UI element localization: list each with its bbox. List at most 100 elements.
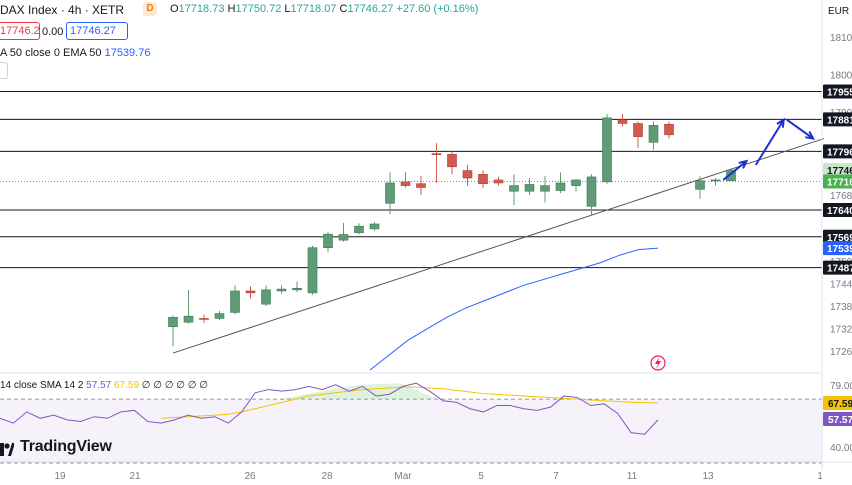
rsi-tick-label: 79.00 — [830, 381, 852, 392]
rsi-level-label: 67.59 — [828, 399, 852, 410]
open-value: 17718.73 — [178, 3, 225, 15]
candle-up — [369, 223, 380, 230]
change-value: +27.60 (+0.16%) — [396, 3, 479, 15]
candle-up — [338, 234, 349, 241]
rsi-value: 57.57 — [86, 380, 112, 391]
projection-arrow-head — [738, 159, 749, 169]
candle-down — [416, 183, 426, 188]
candle-down — [447, 154, 457, 168]
open-label: O — [170, 3, 179, 15]
candle-up — [571, 179, 581, 186]
candle-up — [648, 125, 659, 143]
tradingview-logo-text: TradingView — [20, 438, 112, 455]
price-tick-label: 18100 — [830, 33, 852, 44]
price-level-tag — [823, 163, 852, 178]
price-level-tag — [823, 229, 852, 244]
rsi-level-tag — [823, 395, 852, 410]
price-level-label: 17716 — [827, 177, 852, 188]
candle-up — [385, 182, 395, 204]
rsi-level-tag — [823, 411, 852, 426]
candle-up — [509, 185, 519, 192]
symbol-title[interactable]: DAX Index · 4h · XETR — [0, 3, 125, 17]
price-level-label: 17569 — [827, 233, 852, 244]
candle-up — [524, 184, 535, 192]
price-tick-label: 17385 — [830, 302, 852, 313]
ohlc-legend: O17718.73 H17750.72 L17718.07 C17746.27 … — [170, 3, 478, 15]
rsi-tick-label: 40.00 — [830, 443, 852, 454]
rsi-legend[interactable]: 14 close SMA 14 2 57.57 67.59 ∅ ∅ ∅ ∅ ∅ … — [0, 380, 208, 391]
projection-arrow-head — [776, 117, 785, 128]
candle-down — [199, 318, 209, 320]
candle-up — [214, 313, 225, 319]
price-level-tag — [823, 203, 852, 218]
rsi-level-label: 57.57 — [828, 415, 852, 426]
collapse-legend-button[interactable] — [0, 62, 8, 79]
rsi-line — [0, 382, 659, 435]
candle-down — [462, 170, 473, 179]
tradingview-logo-icon — [0, 443, 14, 456]
price-tick-label: 17265 — [830, 347, 852, 358]
rsi-sma-value: 67.59 — [113, 380, 140, 391]
price-tick-label: 17445 — [830, 279, 852, 290]
price-tick-label: 17680 — [830, 191, 852, 202]
time-tick-label: 1 — [817, 471, 823, 482]
price-level-tag — [823, 144, 852, 159]
rsi-label: 14 close SMA 14 2 — [0, 380, 84, 391]
candle-up — [540, 185, 550, 192]
time-tick-label: 26 — [244, 471, 256, 482]
ema-value: 17539.76 — [104, 47, 151, 59]
buy-button[interactable]: 17746.27 — [66, 22, 128, 40]
trendline — [172, 138, 825, 354]
price-level-label: 17746 — [827, 166, 852, 177]
candle-up — [276, 288, 287, 292]
candle-down — [245, 290, 256, 294]
candle-down — [664, 123, 674, 136]
ema-label: A 50 close 0 EMA 50 — [0, 47, 102, 59]
price-level-tag — [823, 260, 852, 275]
price-level-tag — [823, 174, 852, 189]
delayed-badge[interactable]: D — [143, 2, 157, 16]
rsi-null-values: ∅ ∅ ∅ ∅ ∅ ∅ — [141, 380, 208, 391]
sell-button[interactable]: 17746.27 — [0, 22, 40, 40]
ema-legend[interactable]: A 50 close 0 EMA 50 17539.76 — [0, 47, 150, 59]
candle-up — [261, 289, 271, 305]
price-level-tag — [823, 241, 852, 256]
candle-up — [695, 180, 705, 190]
candle-up — [307, 247, 318, 294]
price-pane — [0, 91, 825, 371]
low-value: 17718.07 — [290, 3, 337, 15]
candle-up — [354, 225, 364, 233]
currency-label: EUR — [828, 6, 849, 17]
time-axis: 19 21 26 28 Mar 5 7 11 13 1 — [54, 471, 823, 482]
candle-down — [431, 153, 442, 155]
price-tick-label: 18000 — [830, 71, 852, 82]
time-tick-label: 7 — [553, 471, 559, 482]
price-level-tag — [823, 112, 852, 127]
time-tick-label: 19 — [54, 471, 66, 482]
time-tick-label: 21 — [129, 471, 141, 482]
price-level-tag — [823, 84, 852, 99]
price-level-label: 17640 — [827, 206, 852, 217]
candle-down — [493, 179, 504, 184]
candle-down — [478, 174, 488, 185]
candle-down — [400, 181, 411, 186]
high-value: 17750.72 — [235, 3, 282, 15]
price-level-label: 17539 — [827, 244, 852, 255]
price-level-label: 17955 — [827, 88, 852, 99]
price-axis: EUR1810018000179001774017680175051744517… — [0, 0, 852, 470]
candle-up — [726, 169, 736, 181]
flash-icon — [650, 355, 666, 371]
projection-arrow — [786, 118, 814, 140]
spread-value: 0.00 — [42, 26, 64, 38]
time-tick-label: Mar — [394, 471, 412, 482]
projection-arrow-head — [805, 131, 816, 140]
rsi-band-fill — [0, 399, 822, 463]
candle-down — [617, 119, 628, 124]
candle-down — [633, 123, 643, 137]
candle-up — [710, 179, 721, 182]
close-value: 17746.27 — [347, 3, 394, 15]
rsi-pane — [0, 382, 822, 464]
